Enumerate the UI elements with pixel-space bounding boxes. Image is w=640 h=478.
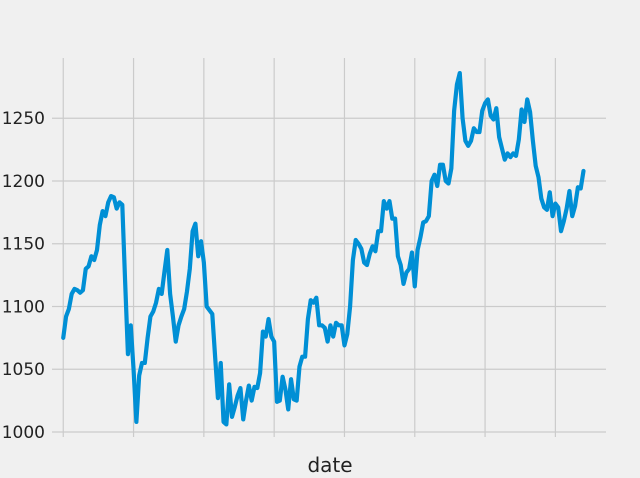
- y-tick-label: 1100: [2, 297, 45, 317]
- grid-lines: [52, 58, 606, 437]
- y-tick-labels: 1000 1050 1100 1150 1200 1250: [2, 109, 45, 443]
- y-tick-label: 1200: [2, 172, 45, 192]
- y-tick-label: 1250: [2, 109, 45, 129]
- x-axis-label: date: [307, 453, 352, 477]
- y-tick-label: 1000: [2, 423, 45, 443]
- y-tick-label: 1150: [2, 235, 45, 255]
- y-tick-label: 1050: [2, 360, 45, 380]
- series-line: [61, 70, 586, 427]
